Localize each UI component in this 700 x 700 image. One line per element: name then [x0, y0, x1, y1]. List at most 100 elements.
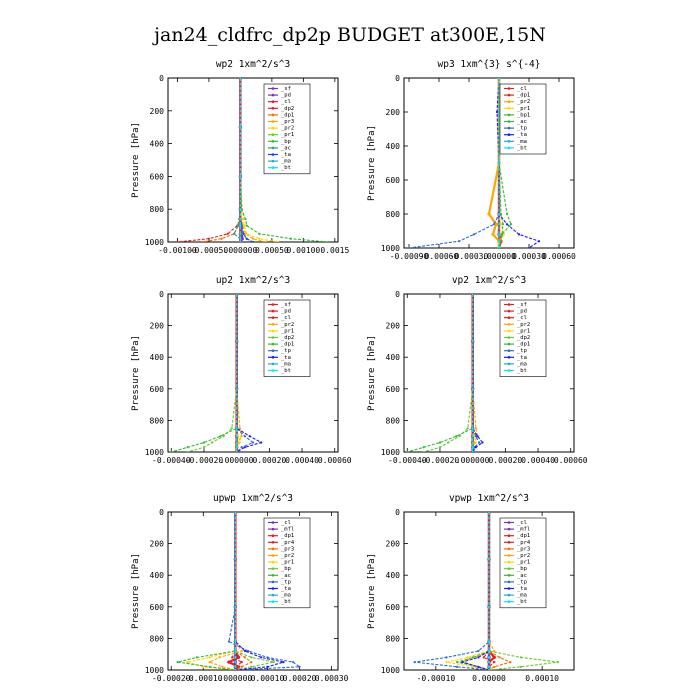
- legend-entry: _sf: [281, 86, 291, 92]
- legend-entry: _pd: [281, 93, 291, 99]
- series-point: [186, 446, 189, 449]
- x-tick-label: 0.00030: [512, 252, 546, 261]
- series-point: [477, 665, 480, 668]
- x-tick-label: .000000: [218, 674, 252, 683]
- series-point: [235, 387, 238, 390]
- legend-marker: [271, 593, 275, 597]
- legend-entry: _tp: [517, 348, 527, 354]
- x-tick-label: 0.00020: [283, 674, 317, 683]
- series-point: [237, 441, 240, 444]
- series-point: [455, 435, 458, 438]
- series-point: [497, 78, 501, 80]
- legend-marker: [271, 554, 275, 557]
- series-point: [239, 217, 242, 221]
- legend-marker: [271, 349, 275, 353]
- series-point: [186, 661, 189, 664]
- series-point: [195, 656, 198, 659]
- series-point: [472, 233, 476, 236]
- series-line-dp1: [171, 294, 238, 452]
- legend-marker: [271, 309, 275, 313]
- legend-entry: _bp: [517, 566, 527, 572]
- legend: _sf_pd_cl_dp2_dp1_pr3_pr2_pr1_bp_ac_ta_m…: [263, 83, 311, 175]
- series-point: [251, 240, 255, 242]
- legend-marker: [271, 336, 275, 339]
- series-point: [272, 661, 275, 664]
- legend-marker: [507, 534, 511, 537]
- series-point: [471, 656, 475, 659]
- y-tick-label: 0: [395, 290, 400, 299]
- legend-entry: _dp1: [517, 533, 530, 539]
- series-point: [235, 441, 238, 444]
- series-line-pr1: [187, 512, 236, 670]
- series-point: [291, 661, 295, 664]
- x-tick-label: -0.00050: [190, 246, 229, 255]
- legend-marker: [271, 166, 275, 169]
- series-point: [476, 435, 479, 438]
- series-line-pr3: [239, 78, 266, 242]
- series-point: [222, 435, 225, 438]
- legend-entry: _dp1: [517, 93, 530, 99]
- legend-marker: [271, 133, 275, 136]
- x-tick-label: 0.00030: [315, 674, 349, 683]
- legend-entry: _sf: [517, 302, 527, 308]
- series-point: [527, 246, 531, 248]
- panel-5: upwp 1xm^2/s^3 0 200 400 600 800 1000-0.00020-…: [131, 493, 349, 683]
- x-tick-label: 0.0015: [320, 246, 349, 255]
- series-line-pr1: [446, 512, 490, 670]
- x-tick-label: 0.00020: [252, 456, 286, 465]
- x-tick-label: -0.00010: [184, 674, 223, 683]
- series-point: [211, 441, 214, 444]
- legend-marker: [271, 100, 275, 103]
- x-tick-label: .000000: [220, 456, 254, 465]
- series-point: [497, 246, 501, 248]
- legend-entry: _ma: [517, 361, 527, 367]
- legend-marker: [507, 547, 511, 551]
- x-tick-label: 0.00010: [251, 674, 285, 683]
- y-tick-label: 600: [386, 176, 401, 185]
- series-point: [471, 427, 474, 430]
- legend-entry: _dp1: [281, 112, 294, 118]
- series-line-pr2: [208, 512, 243, 670]
- series-point: [456, 665, 459, 668]
- legend-marker: [507, 120, 511, 123]
- legend-entry: _tp: [281, 579, 291, 585]
- y-tick-label: 1000: [381, 244, 400, 253]
- legend-entry: _pr2: [517, 553, 530, 559]
- legend-marker: [271, 126, 275, 130]
- series-point: [245, 224, 248, 227]
- series-point: [471, 435, 474, 438]
- series-point: [422, 450, 425, 452]
- series-point: [509, 223, 513, 226]
- legend-entry: _cl: [517, 315, 527, 321]
- legend-entry: _ta: [517, 132, 527, 138]
- series-point: [227, 660, 231, 664]
- plot-frame: [403, 293, 575, 453]
- series-point: [497, 161, 501, 165]
- series-point: [266, 665, 269, 668]
- series-point: [487, 668, 491, 670]
- series-point: [242, 217, 245, 221]
- legend: _cl_mfl_dp1_pr4_pr3_pr2_pr1_bp_ac_tp_ta_…: [499, 517, 547, 609]
- legend-marker: [507, 329, 511, 333]
- legend-entry: _pr2: [281, 553, 294, 559]
- legend-entry: _pr1: [517, 106, 530, 112]
- series-line-dp2: [423, 294, 474, 452]
- series-point: [202, 446, 206, 449]
- legend-entry: _pr1: [281, 132, 294, 138]
- legend-entry: _bt: [517, 599, 527, 605]
- legend-entry: _pr1: [517, 328, 530, 334]
- x-tick-label: -0.00020: [152, 674, 191, 683]
- series-point: [498, 656, 501, 659]
- series-point: [243, 224, 246, 227]
- panel-title: wp2 1xm^2/s^3: [216, 59, 290, 70]
- legend-marker: [507, 362, 511, 366]
- series-point: [477, 649, 480, 653]
- series-point: [239, 237, 242, 240]
- legend-marker: [271, 587, 275, 590]
- series-point: [406, 450, 409, 452]
- y-tick-label: 600: [386, 385, 401, 394]
- series-point: [466, 656, 469, 659]
- x-tick-label: -0.00030: [450, 252, 489, 261]
- series-point: [250, 665, 253, 668]
- legend-marker: [271, 93, 275, 97]
